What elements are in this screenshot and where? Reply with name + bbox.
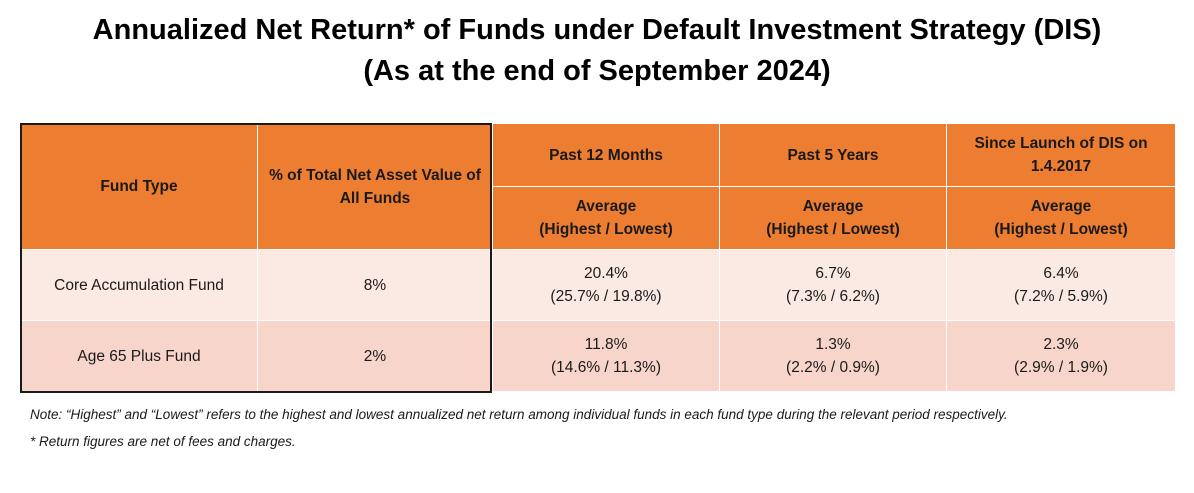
subheader-average: Average xyxy=(1030,198,1092,215)
return-average: 6.4% xyxy=(1043,265,1079,282)
nav-share-cell: 2% xyxy=(257,320,493,392)
nav-share-cell: 8% xyxy=(257,249,493,321)
return-average: 20.4% xyxy=(584,265,628,282)
title-line-1: Annualized Net Return* of Funds under De… xyxy=(92,14,1102,46)
header-past-5-years: Past 5 Years xyxy=(719,123,947,187)
return-range: (2.9% / 1.9%) xyxy=(1014,359,1108,376)
subheader-highest-lowest: (Highest / Lowest) xyxy=(766,221,900,238)
subheader-average: Average xyxy=(802,198,864,215)
return-range: (7.2% / 5.9%) xyxy=(1014,288,1108,305)
return-cell: 6.4% (7.2% / 5.9%) xyxy=(946,249,1176,321)
subheader-average: Average xyxy=(575,198,637,215)
return-range: (7.3% / 6.2%) xyxy=(786,288,880,305)
subheader-cell: Average (Highest / Lowest) xyxy=(946,186,1176,250)
subheader-highest-lowest: (Highest / Lowest) xyxy=(994,221,1128,238)
subheader-row: Average (Highest / Lowest) Average (High… xyxy=(21,186,1176,250)
table-row: Age 65 Plus Fund 2% 11.8% (14.6% / 11.3%… xyxy=(20,320,1176,392)
header-nav-share: % of Total Net Asset Value of All Funds xyxy=(257,123,493,250)
return-cell: 1.3% (2.2% / 0.9%) xyxy=(719,320,947,392)
returns-table: Fund Type % of Total Net Asset Value of … xyxy=(20,123,1176,392)
fund-name-cell: Core Accumulation Fund xyxy=(20,249,258,321)
header-row: Fund Type % of Total Net Asset Value of … xyxy=(20,123,1176,250)
header-past-12-months: Past 12 Months xyxy=(492,123,720,187)
return-average: 1.3% xyxy=(815,336,851,353)
header-fund-type: Fund Type xyxy=(20,123,258,250)
page-title: Annualized Net Return* of Funds under De… xyxy=(0,10,1194,92)
fund-name-cell: Age 65 Plus Fund xyxy=(20,320,258,392)
return-range: (2.2% / 0.9%) xyxy=(786,359,880,376)
title-line-2: (As at the end of September 2024) xyxy=(363,55,831,87)
table-row: Core Accumulation Fund 8% 20.4% (25.7% /… xyxy=(20,249,1176,321)
return-range: (25.7% / 19.8%) xyxy=(550,288,662,305)
footnote-text: * Return figures are net of fees and cha… xyxy=(30,434,296,449)
notes: Note: “Highest” and “Lowest” refers to t… xyxy=(30,401,1170,455)
return-cell: 2.3% (2.9% / 1.9%) xyxy=(946,320,1176,392)
note-text: Note: “Highest” and “Lowest” refers to t… xyxy=(30,407,1008,422)
return-average: 2.3% xyxy=(1043,336,1079,353)
return-average: 11.8% xyxy=(584,336,628,353)
subheader-cell: Average (Highest / Lowest) xyxy=(492,186,720,250)
subheader-highest-lowest: (Highest / Lowest) xyxy=(539,221,673,238)
return-cell: 20.4% (25.7% / 19.8%) xyxy=(492,249,720,321)
return-cell: 11.8% (14.6% / 11.3%) xyxy=(492,320,720,392)
return-range: (14.6% / 11.3%) xyxy=(551,359,661,376)
subheader-cell: Average (Highest / Lowest) xyxy=(719,186,947,250)
return-average: 6.7% xyxy=(815,265,851,282)
header-since-launch: Since Launch of DIS on 1.4.2017 xyxy=(946,123,1176,187)
return-cell: 6.7% (7.3% / 6.2%) xyxy=(719,249,947,321)
